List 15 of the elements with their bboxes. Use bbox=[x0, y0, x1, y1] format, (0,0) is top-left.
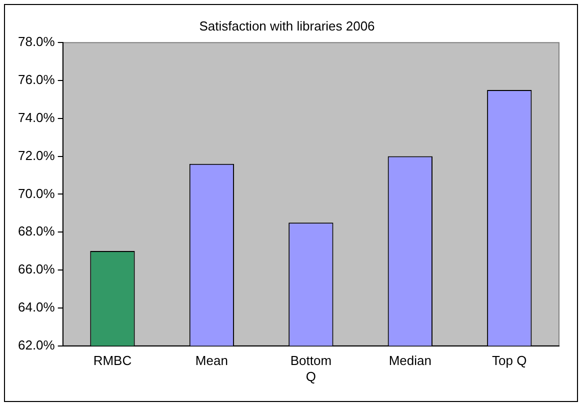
y-tick-label: 74.0% bbox=[18, 110, 56, 125]
y-tick-label: 66.0% bbox=[18, 262, 56, 277]
x-tick-label: RMBC bbox=[93, 353, 132, 368]
x-tick-label: Median bbox=[388, 353, 432, 368]
x-tick-label: Top Q bbox=[492, 353, 527, 368]
y-tick-label: 64.0% bbox=[18, 299, 56, 314]
y-tick-label: 62.0% bbox=[18, 337, 56, 352]
chart-title: Satisfaction with libraries 2006 bbox=[199, 18, 375, 34]
y-tick-label: 76.0% bbox=[18, 72, 56, 88]
x-tick-label: Mean bbox=[195, 353, 228, 368]
x-tick-label: Bottom Q bbox=[290, 353, 332, 384]
y-tick-label: 70.0% bbox=[18, 186, 56, 201]
y-tick-label: 78.0% bbox=[18, 34, 56, 50]
y-tick-label: 72.0% bbox=[18, 148, 56, 163]
y-tick-label: 68.0% bbox=[18, 224, 56, 239]
